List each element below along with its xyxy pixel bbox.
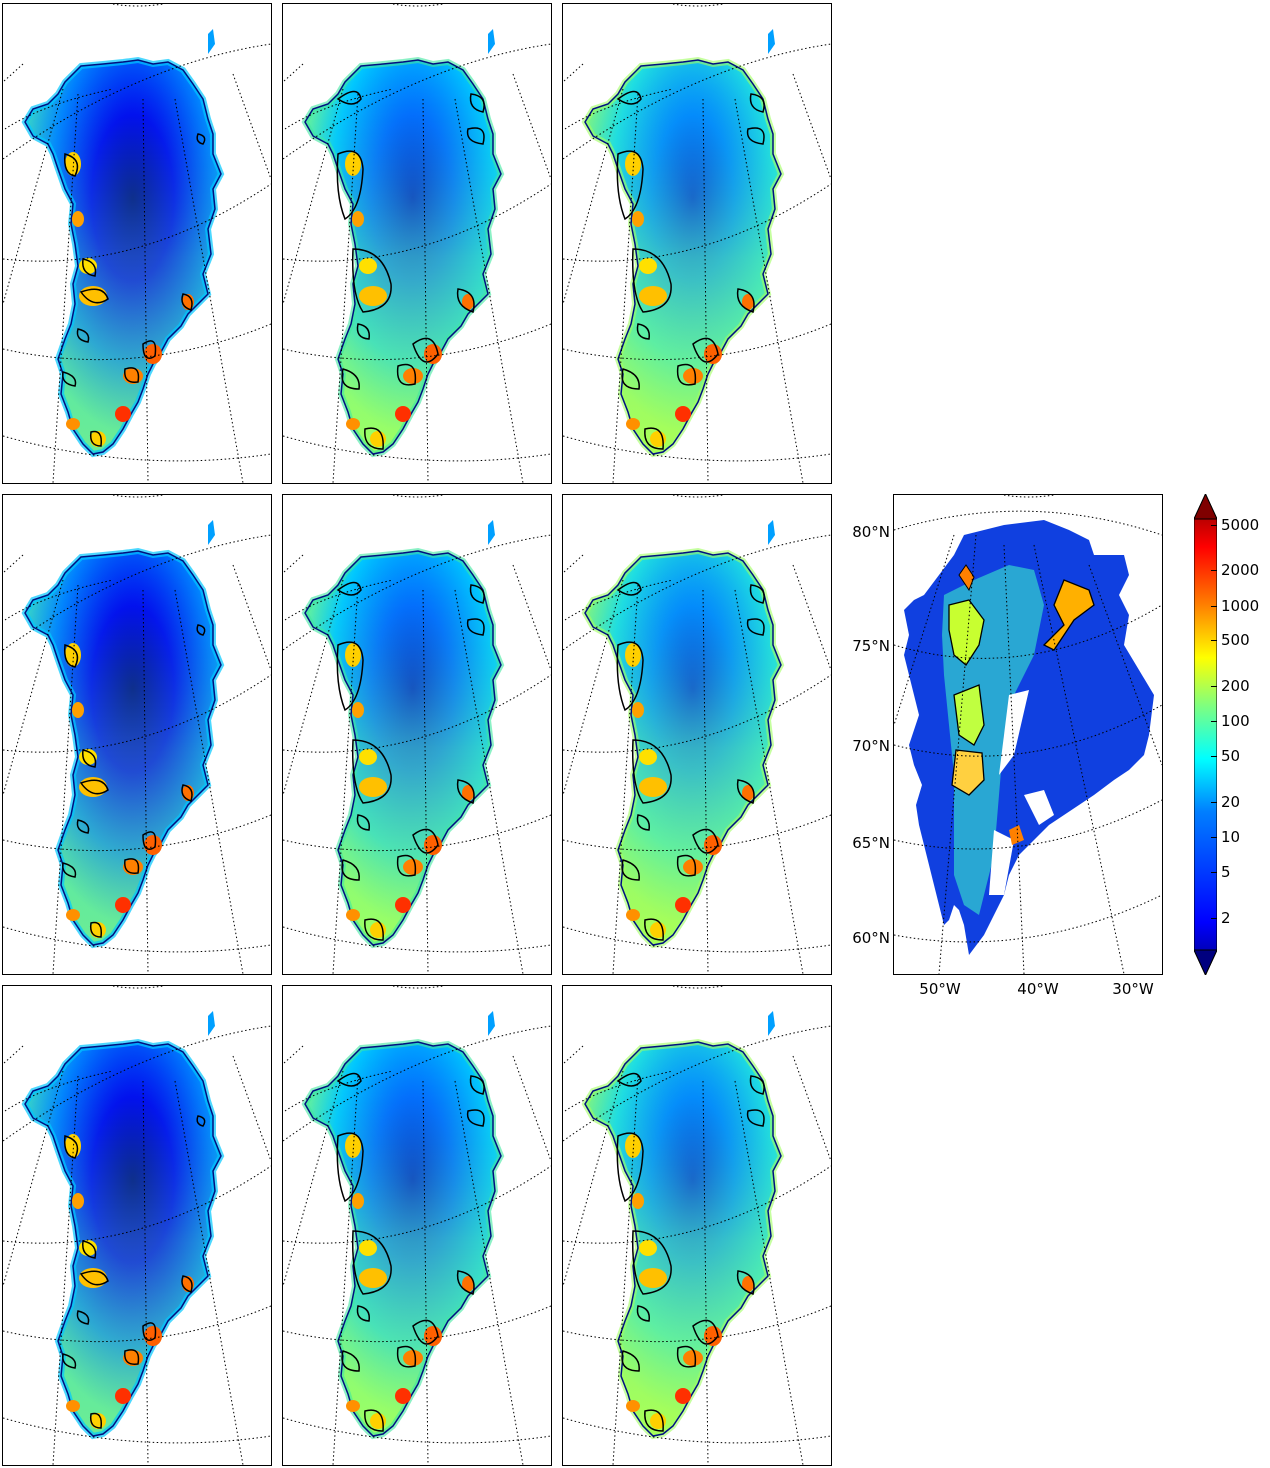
model-map-r2c3 [562,494,832,975]
model-map-r3c1 [2,985,272,1466]
lon-label-30w: 30°W [1112,980,1154,998]
colorbar-label-5000: 5000 [1221,516,1260,534]
colorbar-label-20: 20 [1221,793,1241,811]
model-map-r2c2 [282,494,552,975]
lon-label-50w: 50°W [919,980,961,998]
colorbar-tick [1211,570,1217,571]
model-map-r1c1 [2,3,272,484]
colorbar-tick [1211,525,1217,526]
colorbar-label-2000: 2000 [1221,561,1260,579]
lat-label-70n: 70°N [852,737,890,755]
colorbar-tick [1211,640,1217,641]
colorbar-tick [1211,918,1217,919]
model-map-r1c2 [282,3,552,484]
observed-velocity-map [893,494,1163,975]
lat-label-65n: 65°N [852,834,890,852]
colorbar-tick [1211,686,1217,687]
colorbar-label-1000: 1000 [1221,597,1260,615]
lat-label-80n: 80°N [852,523,890,541]
lat-label-75n: 75°N [852,637,890,655]
lat-label-60n: 60°N [852,929,890,947]
model-map-r3c2 [282,985,552,1466]
colorbar-tick [1211,756,1217,757]
colorbar-tick [1211,802,1217,803]
colorbar [1194,494,1217,975]
colorbar-label-100: 100 [1221,712,1250,730]
colorbar-label-50: 50 [1221,747,1241,765]
colorbar-tick [1211,721,1217,722]
colorbar-tick [1211,837,1217,838]
model-map-r2c1 [2,494,272,975]
colorbar-label-10: 10 [1221,828,1241,846]
colorbar-label-5: 5 [1221,863,1231,881]
colorbar-label-500: 500 [1221,631,1250,649]
lon-label-40w: 40°W [1017,980,1059,998]
model-map-r1c3 [562,3,832,484]
model-map-r3c3 [562,985,832,1466]
colorbar-tick [1211,606,1217,607]
colorbar-tick [1211,872,1217,873]
colorbar-label-2: 2 [1221,909,1231,927]
colorbar-label-200: 200 [1221,677,1250,695]
